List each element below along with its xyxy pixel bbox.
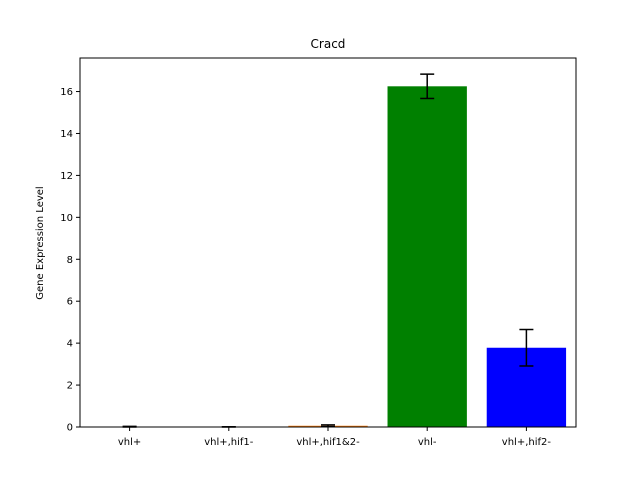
x-tick-label-4: vhl+,hif2- — [502, 437, 552, 448]
plot-frame — [79, 57, 577, 428]
y-tick-label-1: 2 — [67, 381, 73, 392]
y-tick-label-4: 8 — [67, 255, 73, 266]
y-tick-label-5: 10 — [60, 213, 73, 224]
y-tick-label-0: 0 — [67, 423, 73, 434]
bar-3 — [387, 86, 467, 427]
y-tick-label-8: 16 — [60, 87, 73, 98]
y-tick-label-6: 12 — [60, 171, 73, 182]
x-tick-label-1: vhl+,hif1- — [204, 437, 254, 448]
x-tick-label-2: vhl+,hif1&2- — [296, 437, 360, 448]
y-axis-label: Gene Expression Level — [35, 186, 46, 299]
y-ticks-group: 0 2 4 6 8 10 12 14 16 — [60, 87, 80, 434]
bars-group — [89, 86, 567, 428]
x-tick-label-0: vhl+ — [118, 437, 141, 448]
y-tick-label-7: 14 — [60, 129, 73, 140]
y-tick-label-3: 6 — [67, 297, 73, 308]
chart-title: Cracd — [311, 37, 346, 51]
y-tick-label-2: 4 — [67, 339, 73, 350]
x-tick-label-3: vhl- — [418, 437, 437, 448]
x-ticks-group: vhl+ vhl+,hif1- vhl+,hif1&2- vhl-vhl+,hif2- — [118, 427, 552, 448]
